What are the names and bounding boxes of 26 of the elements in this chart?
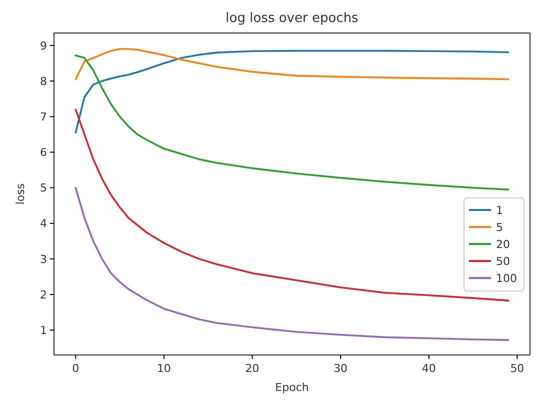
y-tick-label: 9: [40, 39, 47, 52]
y-tick-label: 5: [40, 182, 47, 195]
x-axis-title: Epoch: [275, 381, 309, 394]
y-tick-label: 7: [40, 110, 47, 124]
x-tick-label: 20: [245, 362, 260, 375]
y-tick-label: 4: [40, 217, 47, 230]
legend-label: 50: [496, 254, 510, 268]
y-axis-title: loss: [14, 183, 27, 205]
y-tick-label: 3: [40, 252, 47, 266]
legend-label: 100: [496, 272, 517, 285]
x-tick-label: 0: [72, 362, 80, 375]
legend-label: 1: [496, 204, 503, 217]
x-tick-label: 50: [510, 362, 524, 375]
y-tick-label: 1: [40, 324, 47, 337]
x-tick-label: 30: [334, 362, 348, 375]
legend-label: 20: [496, 238, 510, 251]
x-tick-label: 40: [422, 362, 436, 375]
x-tick-label: 10: [156, 362, 171, 375]
y-tick-label: 8: [40, 74, 47, 88]
y-tick-label: 6: [40, 146, 47, 160]
line-series: [74, 48, 510, 80]
legend-label: 5: [496, 220, 503, 234]
line-series: [74, 50, 510, 134]
line-series: [74, 54, 510, 190]
chart-title: log loss over epochs: [226, 11, 359, 26]
y-tick-label: 2: [40, 288, 47, 302]
